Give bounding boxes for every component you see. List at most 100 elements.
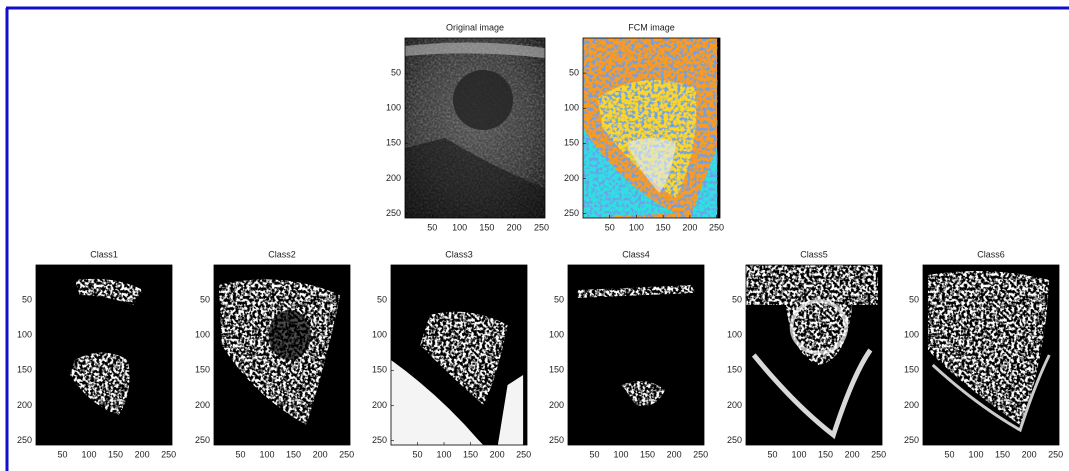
x-tick-label: 200	[313, 449, 328, 459]
y-tick-label: 100	[195, 330, 210, 340]
panel-title: Class2	[268, 249, 296, 259]
y-tick-label: 150	[195, 365, 210, 375]
y-tick-label: 100	[549, 330, 564, 340]
panel-title: Class1	[90, 249, 118, 259]
x-tick-label: 50	[427, 222, 437, 232]
y-tick-label: 200	[386, 173, 401, 183]
x-tick-label: 250	[339, 449, 354, 459]
y-tick-label: 150	[727, 365, 742, 375]
x-tick-label: 100	[452, 222, 467, 232]
y-tick-label: 250	[904, 435, 919, 445]
y-tick-label: 250	[372, 435, 387, 445]
image	[746, 265, 882, 445]
y-tick-label: 200	[549, 400, 564, 410]
y-tick-label: 50	[391, 67, 401, 77]
y-tick-label: 200	[904, 400, 919, 410]
panel: Class5 50 100 150 200 250 50 100 150 200 250	[727, 249, 886, 459]
panel-title: FCM image	[628, 22, 675, 32]
x-tick-label: 150	[286, 449, 301, 459]
y-tick-label: 50	[909, 294, 919, 304]
x-tick-label: 100	[437, 449, 452, 459]
x-tick-label: 200	[845, 449, 860, 459]
image	[923, 265, 1059, 445]
y-tick-label: 150	[17, 365, 32, 375]
x-tick-label: 150	[640, 449, 655, 459]
x-tick-label: 150	[995, 449, 1010, 459]
y-tick-label: 250	[386, 208, 401, 218]
y-tick-label: 50	[200, 294, 210, 304]
x-tick-label: 200	[667, 449, 682, 459]
x-tick-label: 250	[693, 449, 708, 459]
y-tick-label: 250	[195, 435, 210, 445]
y-tick-label: 150	[549, 365, 564, 375]
y-tick-label: 150	[904, 365, 919, 375]
panel-title: Class4	[622, 249, 650, 259]
x-tick-label: 100	[82, 449, 97, 459]
image	[583, 38, 720, 218]
y-tick-label: 100	[386, 103, 401, 113]
image	[568, 265, 704, 445]
y-tick-label: 100	[904, 330, 919, 340]
x-tick-label: 150	[463, 449, 478, 459]
y-tick-label: 50	[554, 294, 564, 304]
y-tick-label: 200	[564, 173, 579, 183]
panel-title: Class6	[977, 249, 1005, 259]
image	[36, 265, 172, 445]
x-tick-label: 100	[969, 449, 984, 459]
x-tick-label: 200	[135, 449, 150, 459]
fcm-blue	[583, 38, 717, 218]
y-tick-label: 50	[377, 294, 387, 304]
y-tick-label: 50	[569, 67, 579, 77]
y-tick-label: 250	[549, 435, 564, 445]
x-tick-label: 100	[792, 449, 807, 459]
y-tick-label: 200	[727, 400, 742, 410]
y-tick-label: 50	[22, 294, 32, 304]
image	[391, 265, 527, 445]
x-tick-label: 50	[768, 449, 778, 459]
y-tick-label: 200	[17, 400, 32, 410]
x-tick-label: 200	[507, 222, 522, 232]
image	[214, 265, 350, 445]
panel: Class4 50 100 150 200 250 50 100 150 200 250	[549, 249, 708, 459]
y-tick-label: 150	[564, 138, 579, 148]
x-tick-label: 50	[413, 449, 423, 459]
image	[405, 38, 545, 218]
panel-title: Class5	[800, 249, 828, 259]
x-tick-label: 50	[605, 222, 615, 232]
x-tick-label: 250	[1048, 449, 1063, 459]
y-tick-label: 250	[727, 435, 742, 445]
y-tick-label: 150	[386, 138, 401, 148]
x-tick-label: 200	[682, 222, 697, 232]
y-tick-label: 250	[564, 208, 579, 218]
dark-core	[268, 310, 311, 360]
x-tick-label: 150	[108, 449, 123, 459]
y-tick-label: 50	[732, 294, 742, 304]
x-tick-label: 50	[945, 449, 955, 459]
figure: Original image50100150200250501001502002…	[0, 0, 1069, 471]
x-tick-label: 150	[656, 222, 671, 232]
y-tick-label: 150	[372, 365, 387, 375]
x-tick-label: 50	[590, 449, 600, 459]
x-tick-label: 100	[260, 449, 275, 459]
x-tick-label: 50	[236, 449, 246, 459]
x-tick-label: 100	[614, 449, 629, 459]
x-tick-label: 150	[818, 449, 833, 459]
x-tick-label: 50	[58, 449, 68, 459]
x-tick-label: 250	[534, 222, 549, 232]
y-tick-label: 100	[372, 330, 387, 340]
panel-title: Class3	[445, 249, 473, 259]
y-tick-label: 200	[195, 400, 210, 410]
x-tick-label: 250	[871, 449, 886, 459]
x-tick-label: 200	[1022, 449, 1037, 459]
x-tick-label: 250	[161, 449, 176, 459]
x-tick-label: 250	[516, 449, 531, 459]
y-tick-label: 100	[727, 330, 742, 340]
x-tick-label: 150	[479, 222, 494, 232]
x-tick-label: 250	[709, 222, 724, 232]
y-tick-label: 200	[372, 400, 387, 410]
y-tick-label: 250	[17, 435, 32, 445]
